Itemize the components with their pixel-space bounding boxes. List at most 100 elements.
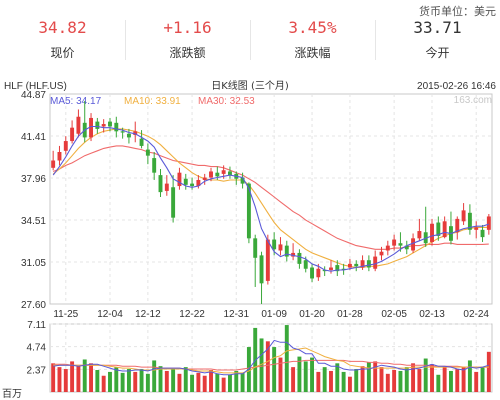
volume-bar [329,370,333,392]
candle-body [411,238,416,251]
candle-body [291,252,296,257]
ma5-series [52,125,489,272]
candle [480,224,485,242]
candle [423,206,428,247]
volume-bar [404,367,409,392]
volume-bar [385,373,390,392]
watermark: 163.com [454,95,492,106]
volume-bar [240,372,245,392]
price-tick-label: 44.87 [21,90,46,101]
change-value: +1.16 [163,18,212,37]
volume-bar [152,360,157,392]
candle-body [114,122,119,132]
volume-bar [272,347,277,392]
volume-bar [436,374,441,392]
volume-bar [360,366,365,392]
candle-body [246,183,251,239]
volume-bar [126,369,131,392]
stat-change: +1.16 涨跌额 [125,12,250,68]
candle [430,218,434,246]
candle-body [461,210,466,222]
volume-bar [335,363,340,392]
plot-frame [49,93,493,305]
chart-symbol: HLF (HLF.US) [4,81,67,92]
candle [373,250,378,272]
current-price-label: 现价 [50,46,75,60]
candle [385,240,390,256]
candle [114,116,119,138]
candle-body [486,216,491,230]
candle-body [272,239,277,250]
volume-bar [158,366,163,392]
volume-bar [310,357,315,392]
volume-bar [455,369,460,392]
candle-body [190,183,195,187]
candle-body [404,245,409,250]
candle [133,121,138,143]
candle [177,167,182,190]
change-pct-value: 3.45% [288,18,337,37]
candle [190,177,195,190]
stat-divider [125,20,126,60]
candle-body [430,223,434,242]
volume-bar [221,377,226,392]
candle-body [183,178,188,185]
volume-bar [297,356,302,392]
candle [183,173,188,190]
volume-bar [461,367,466,392]
candle-body [57,152,62,161]
stat-open: 33.71 今开 [375,12,500,68]
open-value: 33.71 [413,18,462,37]
volume-tick-label: 7.11 [27,320,46,331]
x-tick-label: 01-28 [337,309,363,320]
volume-y-axis: 7.11 4.74 2.37 [27,320,47,376]
candle [442,216,447,239]
candle-body [347,263,352,268]
current-price-value: 34.82 [38,18,87,37]
ma10-label: MA10: 33.91 [124,96,181,107]
candle [467,204,472,235]
volume-bar [164,370,169,392]
candle-body [126,133,131,138]
candle-body [373,256,378,269]
candle-body [171,187,176,218]
stat-change-pct: 3.45% 涨跌幅 [250,12,375,68]
candle-body [95,121,100,129]
candle [57,145,62,166]
candle-body [329,267,333,270]
volume-bar [417,369,422,392]
candle [366,255,371,272]
candle-body [108,121,112,127]
candle-body [89,117,94,138]
volume-bar [120,372,125,392]
candle [158,169,163,197]
volume-bar [322,367,327,392]
volume-bar [183,367,188,392]
price-y-axis: 44.87 41.41 37.96 34.51 31.05 27.60 [21,90,46,311]
candle-body [133,131,138,135]
x-tick-label: 02-13 [419,309,445,320]
candle-body [120,131,125,133]
candle-body [398,243,403,246]
volume-bar [265,341,270,392]
x-tick-label: 02-24 [463,309,489,320]
candle-body [152,158,157,173]
candle [417,218,422,241]
volume-bars [51,325,491,392]
volume-ma30-line [53,359,489,371]
price-tick-label: 41.41 [21,132,46,143]
candle-body [392,239,397,246]
candle [95,117,100,134]
volume-bar [101,375,106,392]
ma5-line [52,125,489,272]
candle [404,240,409,255]
candle-body [354,263,359,267]
price-tick-label: 27.60 [21,300,46,311]
candle-body [63,141,68,151]
candle [240,172,245,189]
candle [152,152,157,180]
candle-body [385,245,390,251]
candle-body [158,175,163,193]
ma30-series [52,145,489,250]
